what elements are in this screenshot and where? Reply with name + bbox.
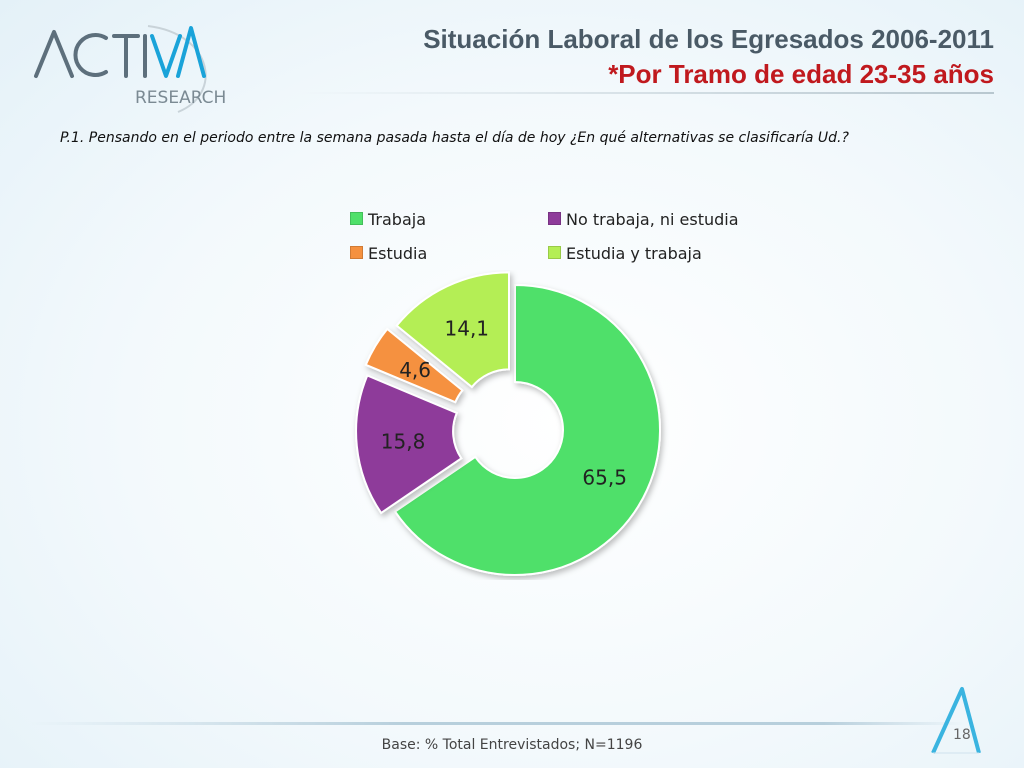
page-title: Situación Laboral de los Egresados 2006-… [423, 24, 994, 54]
title-underline [300, 92, 994, 94]
company-logo: RESEARCH [28, 14, 228, 114]
legend-label: Trabaja [368, 210, 427, 229]
legend-swatch [350, 246, 363, 259]
donut-chart: 65,5 15,8 4,6 14,1 [340, 270, 680, 584]
page-number: 18 [953, 727, 971, 743]
legend-label: Estudia y trabaja [566, 244, 702, 263]
legend-swatch [350, 212, 363, 225]
legend-label: Estudia [368, 244, 428, 263]
donut-slice-estudia-y-trabaja [395, 271, 510, 389]
legend-swatch [548, 212, 561, 225]
donut-slice-estudia [364, 327, 464, 404]
data-label-4: 14,1 [445, 316, 490, 340]
legend-item-estudia-trabaja: Estudia y trabaja [548, 244, 702, 263]
footer-base-note: Base: % Total Entrevistados; N=1196 [381, 737, 643, 753]
donut-slice-no-trabaja-ni-estudia [355, 374, 463, 515]
footer-divider [30, 722, 964, 725]
logo-research-text: RESEARCH [135, 88, 227, 108]
page-subtitle: *Por Tramo de edad 23-35 años [608, 59, 994, 89]
legend-label: No trabaja, ni estudia [566, 210, 739, 229]
slide-title-block: Situación Laboral de los Egresados 2006-… [423, 22, 994, 92]
survey-question: P.1. Pensando en el periodo entre la sem… [60, 130, 849, 146]
legend-swatch [548, 246, 561, 259]
donut-slice-trabaja [393, 283, 661, 576]
legend-item-trabaja: Trabaja [350, 210, 426, 229]
legend-item-no-trabaja: No trabaja, ni estudia [548, 210, 739, 229]
footer-logo [925, 683, 995, 763]
data-label-3: 4,6 [399, 358, 431, 382]
legend-item-estudia: Estudia [350, 244, 427, 263]
data-label-2: 15,8 [381, 429, 426, 453]
data-label-1: 65,5 [582, 465, 627, 489]
chart-legend: Trabaja No trabaja, ni estudia Estudia E… [350, 210, 770, 270]
